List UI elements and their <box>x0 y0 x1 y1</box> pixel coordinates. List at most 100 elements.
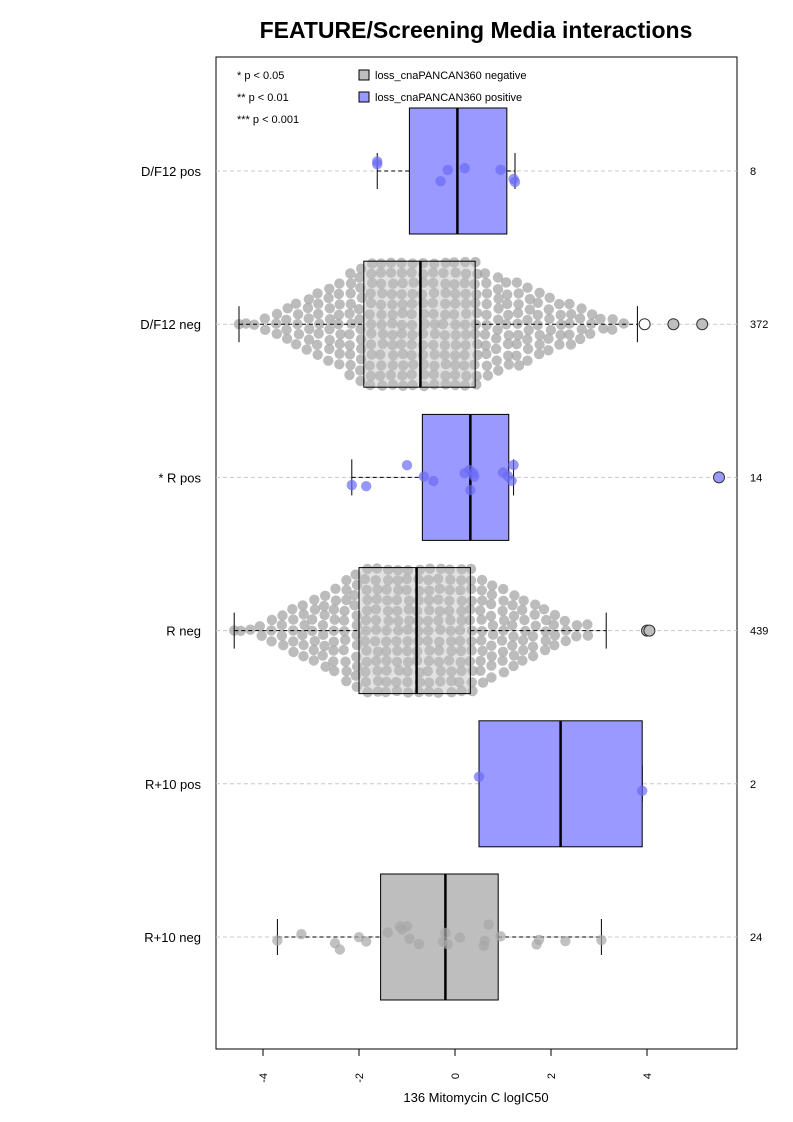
swarm-point <box>365 339 377 350</box>
swarm-point <box>397 370 408 381</box>
data-point <box>533 934 545 945</box>
swarm-point <box>471 370 482 382</box>
swarm-point <box>324 343 335 355</box>
swarm-point <box>396 328 407 339</box>
swarm-point <box>522 282 533 293</box>
swarm-point <box>571 620 583 631</box>
swarm-point <box>433 656 445 668</box>
swarm-point <box>607 314 618 325</box>
swarm-point <box>545 324 557 336</box>
swarm-point <box>341 575 352 586</box>
swarm-point <box>477 595 488 606</box>
swarm-point <box>455 656 466 668</box>
swarm-point <box>391 594 403 606</box>
legend: * p < 0.05 ** p < 0.01 *** p < 0.001 loss_c… <box>237 69 526 126</box>
swarm-point <box>435 676 446 687</box>
swarm-point <box>435 624 446 635</box>
swarm-point <box>383 615 394 626</box>
swarm-point <box>530 599 541 610</box>
swarm-point <box>380 686 391 698</box>
swarm-point <box>387 299 398 310</box>
swarm-point <box>307 614 318 625</box>
swarm-point <box>403 595 415 606</box>
swarm-point <box>507 640 518 651</box>
swarm-point <box>341 666 352 677</box>
swarm-point <box>544 292 555 303</box>
swarm-point <box>354 272 365 283</box>
swarm-point <box>323 292 334 304</box>
swarm-point <box>450 359 461 371</box>
swarm-point <box>402 666 413 677</box>
swarm-point <box>341 675 352 687</box>
data-point <box>596 934 607 946</box>
swarm-point <box>422 615 434 627</box>
swarm-point <box>333 309 345 321</box>
swarm-point <box>498 625 509 636</box>
swarm-point <box>512 307 524 319</box>
swarm-point <box>548 619 559 631</box>
swarm-point <box>508 631 519 642</box>
swarm-point <box>423 625 434 636</box>
swarm-point <box>449 369 461 381</box>
swarm-point <box>372 686 383 697</box>
swarm-point <box>278 640 289 651</box>
swarm-point <box>446 645 457 657</box>
swarm-point <box>508 610 520 622</box>
swarm-point <box>318 600 330 612</box>
swarm-point <box>540 635 551 646</box>
swarm-point <box>266 614 278 626</box>
swarm-point <box>328 636 339 647</box>
swarm-point <box>524 304 535 315</box>
swarm-point <box>456 575 467 586</box>
swarm-point <box>549 609 561 621</box>
swarm-point <box>582 619 593 630</box>
swarm-point <box>387 309 398 320</box>
swarm-point <box>477 677 489 688</box>
swarm-point <box>450 339 461 351</box>
data-point <box>495 931 506 942</box>
swarm-point <box>433 573 444 584</box>
group-count: 24 <box>750 932 762 944</box>
swarm-point <box>385 267 397 278</box>
swarm-point <box>434 583 445 594</box>
swarm-point <box>559 615 570 627</box>
swarm-point <box>328 604 339 615</box>
swarm-point <box>387 318 398 329</box>
swarm-point <box>287 604 298 615</box>
swarm-point <box>450 267 461 278</box>
swarm-point <box>508 660 519 672</box>
swarm-point <box>401 584 412 596</box>
swarm-point <box>517 635 529 646</box>
swarm-point <box>598 323 609 334</box>
swarm-point <box>398 360 409 371</box>
swarm-point <box>366 328 377 339</box>
swarm-point <box>482 370 494 381</box>
swarm-point <box>402 687 414 698</box>
swarm-point <box>404 615 415 626</box>
swarm-point <box>266 636 277 647</box>
swarm-point <box>503 330 514 341</box>
swarm-point <box>319 609 330 621</box>
swarm-point <box>370 636 381 647</box>
swarm-point <box>351 661 363 672</box>
swarm-point <box>454 677 465 688</box>
swarm-point <box>381 655 392 666</box>
swarm-point <box>311 339 323 350</box>
swarm-point <box>355 282 366 293</box>
swarm-point <box>324 324 335 335</box>
swarm-point <box>511 277 523 288</box>
swarm-point <box>375 299 387 310</box>
data-point <box>440 927 451 939</box>
swarm-point <box>299 619 310 631</box>
swarm-point <box>435 666 447 677</box>
swarm-point <box>481 277 492 289</box>
swarm-point <box>575 333 586 345</box>
swarm-point <box>377 338 388 349</box>
swarm-point <box>359 635 371 647</box>
data-point <box>473 771 485 782</box>
swarm-point <box>381 625 392 636</box>
data-point <box>428 475 439 487</box>
swarm-point <box>576 303 587 314</box>
swarm-point <box>396 267 408 279</box>
swarm-point <box>360 615 372 626</box>
